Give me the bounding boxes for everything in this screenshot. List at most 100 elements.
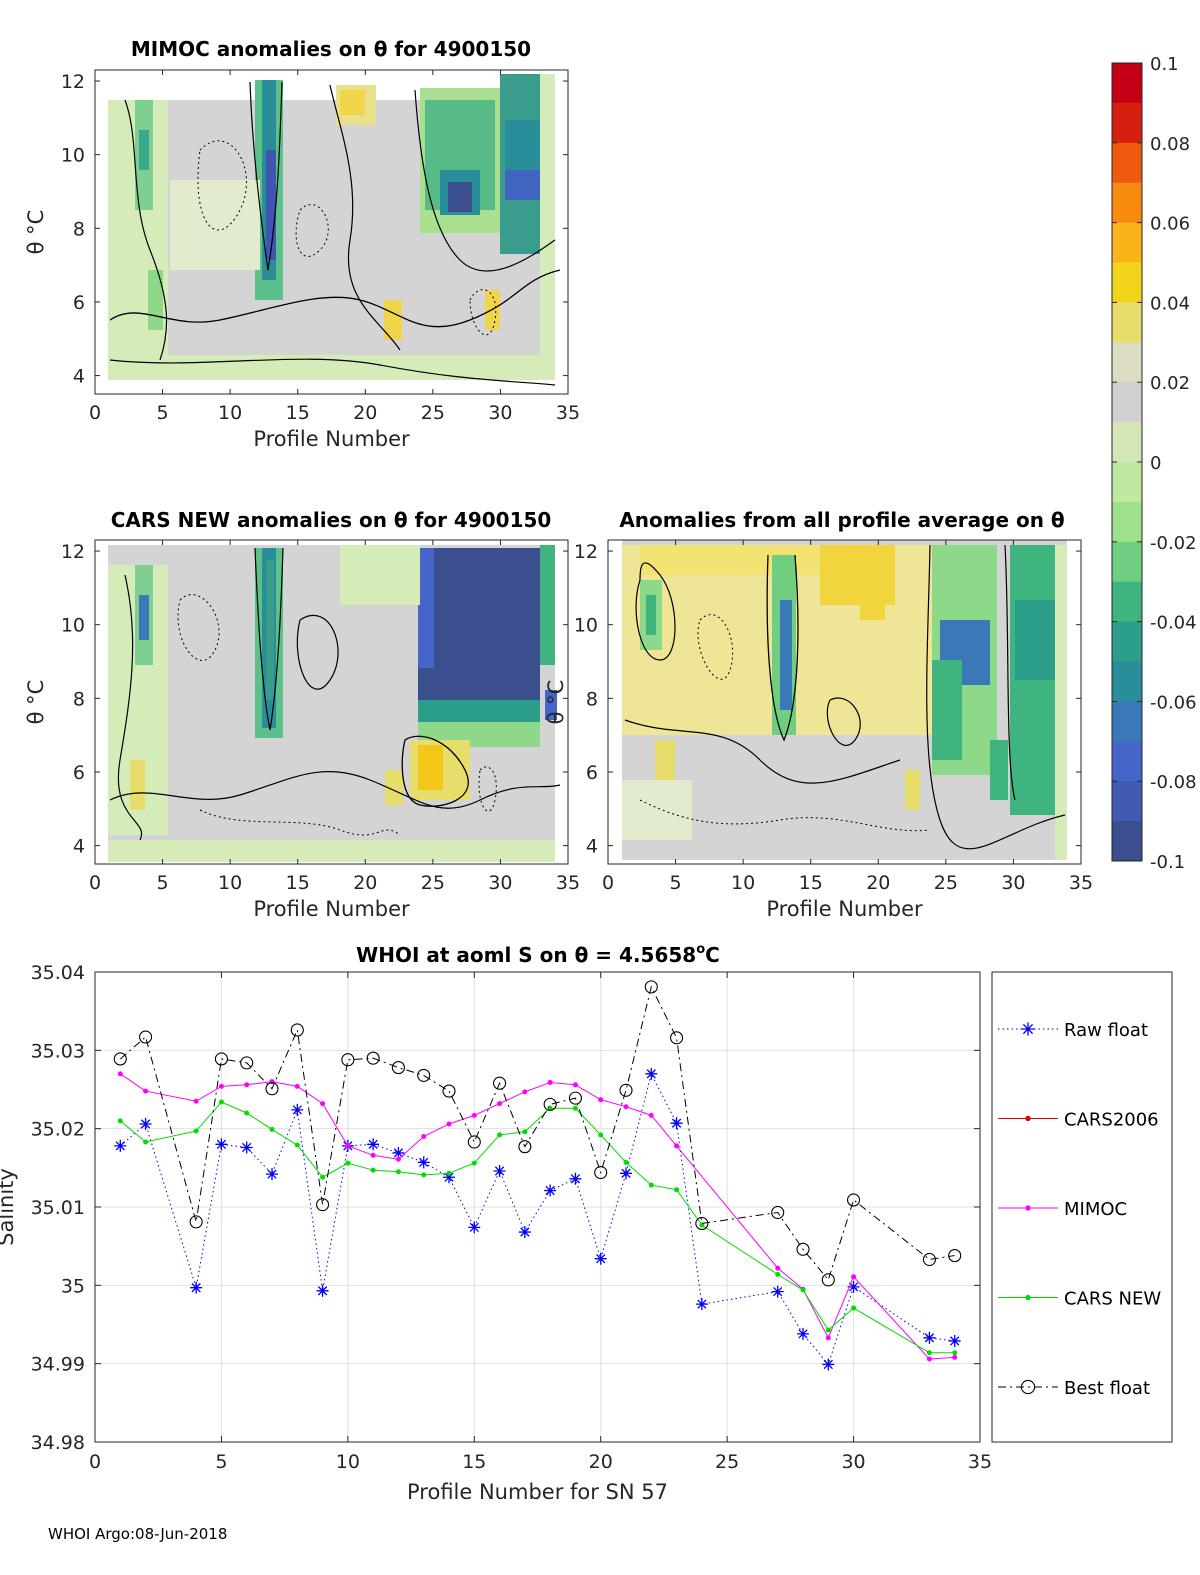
- series-marker: [294, 1083, 300, 1089]
- x-tick-label: 25: [715, 1451, 739, 1473]
- best-float-marker: [1020, 1379, 1036, 1395]
- y-tick-label: 34.99: [31, 1354, 85, 1376]
- best-float-marker: [113, 1052, 127, 1066]
- x-axis-label: Profile Number: [253, 897, 410, 921]
- raw-float-marker: [645, 1067, 658, 1080]
- series-marker: [471, 1112, 477, 1118]
- y-tick-label: 35: [61, 1275, 85, 1297]
- series-line: [120, 1073, 955, 1360]
- x-tick-label: 25: [421, 402, 445, 424]
- x-tick-label: 5: [670, 872, 682, 894]
- raw-float-marker: [493, 1164, 506, 1177]
- y-axis-label: θ °C: [544, 680, 568, 725]
- y-tick-label: 10: [61, 615, 85, 637]
- series-marker: [851, 1305, 857, 1311]
- x-tick-label: 35: [968, 1451, 992, 1473]
- raw-float-marker: [518, 1226, 531, 1239]
- series-marker: [572, 1105, 578, 1111]
- best-float-marker: [644, 980, 658, 994]
- raw-float-marker: [695, 1298, 708, 1311]
- series-marker: [117, 1118, 123, 1124]
- raw-float-marker: [923, 1331, 936, 1344]
- best-float-marker: [316, 1198, 330, 1212]
- raw-float-marker: [771, 1285, 784, 1298]
- series-marker: [623, 1104, 629, 1110]
- mimoc-heatmap-field: [108, 74, 561, 386]
- series-line: [119, 985, 955, 1281]
- series-marker: [1025, 1115, 1031, 1122]
- series-cars-new: [117, 1099, 958, 1356]
- series-marker: [674, 1143, 680, 1149]
- profile-average-heatmap-title: Anomalies from all profile average on θ: [619, 508, 1064, 532]
- series-line: [119, 1072, 955, 1366]
- series-marker: [395, 1169, 401, 1175]
- series-marker: [421, 1134, 427, 1139]
- series-marker: [345, 1160, 351, 1166]
- x-tick-label: 25: [421, 872, 445, 894]
- raw-float-marker: [392, 1146, 405, 1159]
- y-tick-label: 6: [73, 292, 85, 314]
- series-marker: [952, 1350, 958, 1356]
- colorbar-swatch: [1112, 821, 1142, 862]
- y-tick-label: 8: [586, 688, 598, 710]
- best-float-marker: [139, 1030, 153, 1044]
- best-float-marker: [796, 1242, 810, 1256]
- y-tick-label: 6: [73, 762, 85, 784]
- series-mimoc: [117, 1071, 958, 1362]
- salinity-series: [113, 980, 962, 1371]
- plot-frame: [607, 539, 1082, 865]
- raw-float-marker: [569, 1172, 582, 1185]
- y-tick-label: 35.03: [31, 1040, 85, 1062]
- raw-float-marker: [266, 1168, 278, 1181]
- colorbar-swatch: [1112, 142, 1142, 184]
- legend-box: [991, 971, 1173, 1443]
- series-marker: [320, 1174, 326, 1180]
- profile-average-heatmap-panel: Anomalies from all profile average on θ: [544, 508, 1093, 921]
- colorbar-swatch: [1112, 342, 1142, 383]
- colorbar-tick-label: 0.08: [1150, 134, 1190, 155]
- cars-new-heatmap-panel: CARS NEW anomalies on θ for 4900150: [24, 508, 580, 921]
- series-marker: [598, 1132, 604, 1138]
- y-tick-label: 4: [586, 836, 598, 858]
- x-tick-label: 30: [841, 1451, 865, 1473]
- series-marker: [269, 1126, 275, 1132]
- raw-float-marker: [620, 1167, 632, 1180]
- colorbar-swatch: [1112, 501, 1142, 543]
- x-tick-label: 20: [866, 872, 890, 894]
- best-float-marker: [366, 1051, 380, 1065]
- cars-new-heatmap-field: [108, 545, 561, 862]
- series-marker: [497, 1101, 503, 1107]
- series-marker: [294, 1142, 300, 1148]
- cars-new-heatmap-title: CARS NEW anomalies on θ for 4900150: [111, 508, 552, 532]
- series-marker: [775, 1271, 781, 1277]
- series-marker: [623, 1159, 629, 1165]
- best-float-marker: [341, 1053, 355, 1067]
- y-tick-label: 35.01: [31, 1197, 85, 1219]
- y-tick-label: 35.02: [31, 1119, 85, 1141]
- mimoc-heatmap-panel: MIMOC anomalies on θ for 4900150: [24, 37, 580, 451]
- x-tick-label: 0: [89, 1451, 101, 1473]
- series-best-float: [113, 980, 962, 1287]
- raw-float-marker: [367, 1138, 380, 1151]
- colorbar-swatch: [1112, 422, 1142, 463]
- plot-frame: [94, 971, 981, 1443]
- y-tick-label: 12: [574, 541, 598, 563]
- colorbar-tick-label: -0.06: [1150, 692, 1197, 713]
- raw-float-marker: [291, 1103, 304, 1116]
- x-tick-label: 20: [589, 1451, 613, 1473]
- series-marker: [547, 1079, 553, 1085]
- x-tick-label: 15: [799, 872, 823, 894]
- legend-label: MIMOC: [1064, 1199, 1127, 1220]
- series-marker: [674, 1187, 680, 1193]
- mimoc-axes: 0 5 10 15 20 25 30 35 4 6 8 10 12 Profile Number θ °C: [24, 69, 580, 451]
- legend-label: CARS2006: [1064, 1110, 1159, 1131]
- salinity-axes: 0 5 10 15 20 25 30 35 34.98 34.99 35 35.01 35.02 35.0…: [0, 962, 992, 1504]
- series-marker: [143, 1088, 149, 1094]
- series-marker: [926, 1350, 932, 1356]
- x-tick-label: 10: [218, 402, 242, 424]
- cars-new-axes: 0 5 10 15 20 25 30 35 4 6 8 10 12 Profile Number θ °C: [24, 539, 580, 921]
- series-marker: [572, 1082, 578, 1088]
- series-marker: [193, 1128, 199, 1134]
- best-float-marker: [821, 1273, 835, 1287]
